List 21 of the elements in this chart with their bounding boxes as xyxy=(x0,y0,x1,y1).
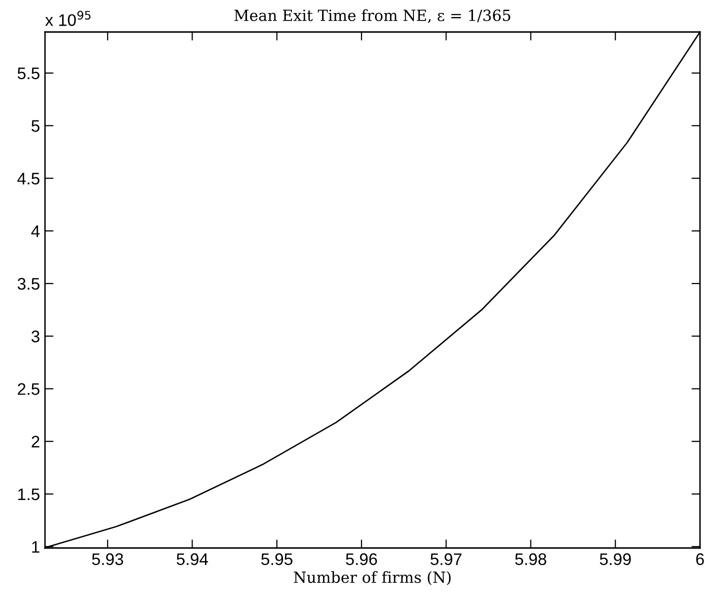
x-tick-label: 5.99 xyxy=(600,553,631,566)
x-tick-label: 5.94 xyxy=(176,553,208,566)
y-tick-label: 1 xyxy=(32,541,40,553)
y-tick-label: 3 xyxy=(32,330,40,342)
x-tick-label: 5.95 xyxy=(261,553,292,566)
y-tick-label: 5.5 xyxy=(18,68,40,80)
x-tick-label: 6 xyxy=(696,553,704,566)
x-tick-label: 5.98 xyxy=(515,553,546,566)
y-tick-label: 5 xyxy=(32,120,40,132)
x-tick-label: 5.93 xyxy=(92,553,124,566)
x-axis-title: Number of firms (N) xyxy=(294,571,451,586)
y-tick-label: 3.5 xyxy=(18,278,40,290)
x-tick-label: 5.97 xyxy=(430,553,462,566)
y-tick-label: 2.5 xyxy=(18,383,40,395)
y-tick-label: 4 xyxy=(31,225,40,237)
x-tick-label: 5.96 xyxy=(346,553,377,566)
y-tick-label: 4.5 xyxy=(17,172,40,184)
y-tick-label: 1.5 xyxy=(18,488,40,500)
chart-title: Mean Exit Time from NE, ε = 1/365 xyxy=(234,9,510,23)
text: x 10$^{95}$ xyxy=(45,10,90,26)
y-tick-label: 2 xyxy=(32,436,40,448)
